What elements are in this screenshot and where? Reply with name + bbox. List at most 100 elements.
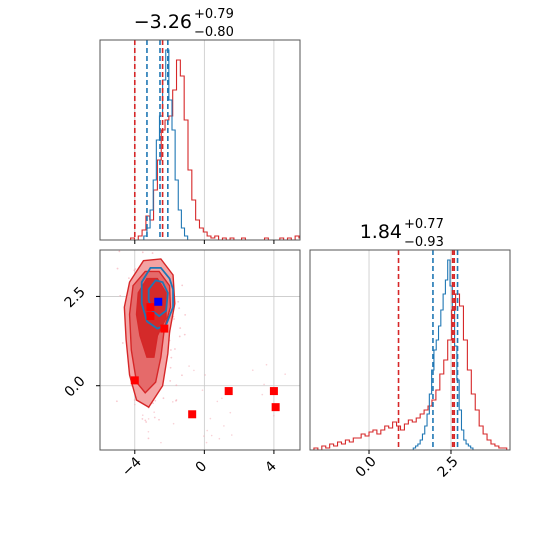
br-title: 1.84 +0.77 −0.93 — [360, 217, 444, 250]
bl-sample-point — [193, 369, 195, 372]
bl-sample-point — [229, 411, 232, 414]
tl-title-value: −3.26 — [134, 11, 192, 33]
bl-sample-point — [141, 418, 144, 420]
tl-blue-histogram — [100, 49, 300, 240]
bl-xtick-label-1: 0 — [193, 458, 211, 476]
bl-sample-point — [141, 414, 144, 417]
bl-sample-point — [124, 245, 126, 247]
bl-ytick-label-1: 2.5 — [62, 284, 89, 311]
br-title-lower: −0.93 — [404, 235, 444, 250]
bl-sample-point — [177, 300, 180, 303]
bl-sample-point — [205, 441, 208, 444]
bl-frame — [99, 249, 301, 451]
bl-sample-point — [265, 363, 268, 366]
bl-sample-point — [144, 419, 147, 422]
bl-sample-point — [171, 401, 174, 403]
bl-sample-point — [203, 435, 205, 437]
bl-sample-point — [174, 348, 176, 350]
hist-top-left — [100, 40, 300, 240]
bl-sample-point — [147, 418, 150, 420]
bl-sample-point — [170, 356, 173, 359]
bl-sample-point — [155, 236, 157, 238]
bl-sample-point — [162, 397, 165, 400]
tl-red-histogram — [100, 59, 300, 240]
bl-sample-point — [118, 215, 120, 217]
bl-sample-point — [173, 318, 175, 320]
bl-sample-point — [206, 429, 209, 432]
bl-sample-point — [179, 327, 182, 329]
bl-sample-point — [121, 342, 124, 344]
tl-frame — [99, 39, 301, 241]
bl-xtick-label-0: −4 — [119, 454, 145, 480]
bl-sample-point — [140, 247, 142, 249]
bl-sample-point — [154, 399, 157, 402]
bl-sample-point — [221, 397, 223, 400]
br-xtick-label-1: 2.5 — [435, 454, 462, 481]
bl-sample-point — [158, 418, 160, 421]
bl-sample-point — [147, 430, 150, 433]
bl-sample-point — [151, 471, 153, 473]
bl-sample-point — [116, 267, 119, 270]
bl-sample-point — [184, 314, 187, 316]
bl-sample-point — [201, 389, 204, 391]
bl-sample-point — [133, 399, 136, 401]
bl-sample-point — [188, 365, 190, 367]
bl-sample-point — [175, 384, 178, 387]
bl-sample-point — [263, 383, 265, 386]
br-title-value: 1.84 — [360, 221, 402, 243]
bl-red-marker-0 — [146, 303, 155, 312]
tl-title: −3.26 +0.79 −0.80 — [134, 7, 234, 40]
bl-sample-point — [118, 250, 121, 253]
bl-sample-point — [284, 373, 286, 375]
bl-sample-point — [133, 269, 136, 272]
bl-red-marker-5 — [188, 410, 197, 419]
bl-red-marker-7 — [271, 403, 280, 412]
bl-sample-point — [169, 366, 172, 369]
bl-red-marker-3 — [130, 376, 139, 385]
bl-sample-point — [151, 252, 154, 254]
hist-bottom-right — [310, 250, 510, 450]
bl-sample-point — [181, 374, 183, 377]
bl-sample-point — [152, 402, 154, 405]
bl-sample-point — [160, 441, 162, 444]
bl-sample-point — [147, 437, 150, 440]
bl-sample-point — [178, 307, 181, 310]
bl-sample-point — [127, 242, 129, 244]
bl-sample-point — [209, 417, 212, 420]
br-title-upper: +0.77 — [404, 217, 444, 232]
bl-sample-point — [119, 294, 122, 297]
bl-sample-point — [169, 379, 172, 382]
bl-sample-point — [174, 223, 176, 225]
bl-sample-point — [210, 434, 213, 437]
bl-sample-point — [223, 425, 225, 427]
bl-blue-marker-0 — [154, 297, 163, 306]
bl-sample-point — [175, 399, 178, 401]
bl-sample-point — [273, 414, 275, 417]
bl-sample-point — [151, 231, 153, 233]
bl-sample-point — [172, 422, 175, 425]
bl-red-marker-6 — [269, 387, 278, 396]
br-xtick-label-0: 0.0 — [353, 454, 380, 481]
bl-sample-point — [251, 369, 254, 372]
bl-sample-point — [218, 437, 221, 440]
bl-sample-point — [134, 403, 136, 406]
bl-sample-point — [181, 284, 184, 287]
bl-sample-point — [141, 251, 144, 254]
scatter-bottom-left — [100, 215, 300, 473]
br-frame — [309, 249, 511, 451]
bl-sample-point — [153, 411, 155, 413]
bl-sample-point — [216, 400, 219, 403]
bl-sample-point — [128, 277, 130, 280]
tl-title-upper: +0.79 — [194, 7, 234, 22]
bl-sample-point — [115, 400, 118, 403]
bl-sample-point — [145, 421, 148, 423]
br-blue-histogram — [310, 259, 510, 450]
bl-red-marker-1 — [146, 312, 155, 321]
bl-sample-point — [261, 393, 264, 396]
tl-title-lower: −0.80 — [194, 25, 234, 40]
bl-sample-point — [178, 335, 181, 338]
br-red-histogram — [310, 293, 510, 450]
bl-ytick-label-0: 0.0 — [62, 373, 89, 400]
bl-sample-point — [230, 434, 233, 436]
